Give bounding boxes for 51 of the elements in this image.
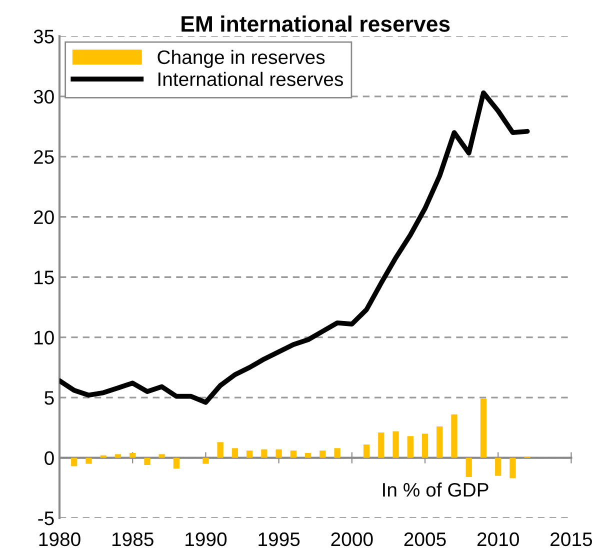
y-tick-label: 35	[34, 30, 54, 44]
bar	[144, 458, 150, 466]
legend-label: Change in reserves	[158, 50, 325, 68]
bar	[378, 432, 384, 458]
x-tick-label: 2015	[550, 532, 592, 546]
y-tick-label: -5	[38, 512, 54, 526]
y-tick-label: 20	[34, 210, 54, 224]
bar	[363, 444, 370, 458]
bar	[114, 454, 122, 458]
bar	[407, 436, 414, 458]
bar	[480, 398, 487, 458]
bar	[466, 458, 472, 478]
bar	[261, 449, 268, 458]
annotation: In % of GDP	[383, 482, 488, 497]
y-tick-label: 15	[34, 270, 54, 284]
x-tick-label: 1990	[186, 532, 227, 546]
bar	[246, 450, 253, 458]
bar	[71, 458, 78, 466]
bar	[232, 448, 238, 458]
bar	[100, 455, 106, 458]
x-tick-label: 1980	[39, 532, 80, 546]
bar	[495, 458, 502, 476]
y-tick-label: 5	[44, 391, 54, 405]
bar	[334, 448, 340, 458]
x-tick-label: 1995	[258, 532, 300, 546]
bar	[510, 458, 516, 478]
bar	[422, 434, 428, 458]
bar	[86, 458, 92, 464]
x-tick-label: 1985	[112, 532, 154, 546]
y-tick-label: 0	[44, 451, 54, 466]
x-tick-label: 2010	[477, 532, 519, 546]
y-tick-label: 25	[34, 150, 54, 164]
x-tick-label: 2005	[404, 532, 446, 546]
bar	[320, 450, 326, 458]
bar	[158, 454, 165, 458]
line-series	[60, 90, 530, 405]
bar	[451, 414, 458, 458]
x-tick-label: 2000	[331, 532, 373, 546]
legend-label: International reserves	[158, 72, 343, 86]
bar	[202, 458, 209, 464]
chart-title: EM international reserves	[182, 15, 450, 32]
bar	[130, 452, 136, 458]
bar	[392, 431, 399, 458]
bar	[217, 442, 224, 458]
bar	[290, 450, 296, 458]
y-tick-label: 30	[34, 90, 54, 104]
bar	[436, 426, 443, 458]
bar	[173, 458, 180, 469]
y-tick-label: 10	[34, 330, 54, 345]
bar	[276, 449, 282, 458]
bar	[304, 452, 312, 458]
